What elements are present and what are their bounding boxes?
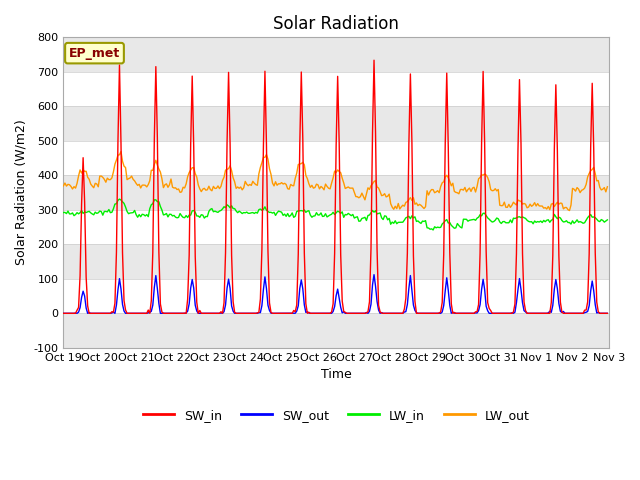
Text: EP_met: EP_met [69,47,120,60]
LW_out [299,159,307,165]
SW_in [60,311,67,316]
SW_out [249,311,257,316]
Line: LW_out: LW_out [63,152,607,211]
Y-axis label: Solar Radiation (W/m2): Solar Radiation (W/m2) [15,120,28,265]
SW_out [221,302,229,308]
LW_in [128,210,136,216]
LW_in [223,202,231,208]
Title: Solar Radiation: Solar Radiation [273,15,399,33]
LW_out [128,173,136,179]
SW_in [240,311,248,316]
Line: SW_out: SW_out [63,275,607,313]
Line: SW_in: SW_in [63,60,607,313]
Bar [63,107,609,141]
LW_in [299,208,307,214]
LW_in [576,219,584,225]
SW_in [126,311,134,316]
SW_in [298,69,305,75]
LW_in [116,196,124,202]
SW_out [126,311,134,316]
LW_in [60,210,67,216]
Bar [63,141,609,175]
LW_out [117,149,125,155]
SW_out [370,272,378,277]
LW_in [241,210,249,216]
LW_out [250,180,258,186]
LW_out [566,208,573,214]
SW_in [604,311,611,316]
SW_out [240,311,248,316]
LW_out [604,184,611,190]
Bar [63,244,609,279]
SW_out [575,311,582,316]
SW_in [221,250,229,255]
Bar [63,37,609,72]
Bar [63,175,609,210]
LW_out [60,183,67,189]
X-axis label: Time: Time [321,368,351,381]
Bar [63,72,609,107]
Bar [63,210,609,244]
SW_out [298,277,305,283]
SW_out [60,311,67,316]
Bar [63,313,609,348]
LW_in [250,211,258,216]
SW_out [604,311,611,316]
LW_out [576,190,584,195]
LW_out [241,179,249,184]
SW_in [249,311,257,316]
SW_in [370,57,378,63]
Legend: SW_in, SW_out, LW_in, LW_out: SW_in, SW_out, LW_in, LW_out [138,404,534,427]
LW_out [223,167,231,172]
Line: LW_in: LW_in [63,199,607,230]
Bar [63,279,609,313]
SW_in [575,311,582,316]
LW_in [429,227,437,233]
LW_in [604,217,611,223]
